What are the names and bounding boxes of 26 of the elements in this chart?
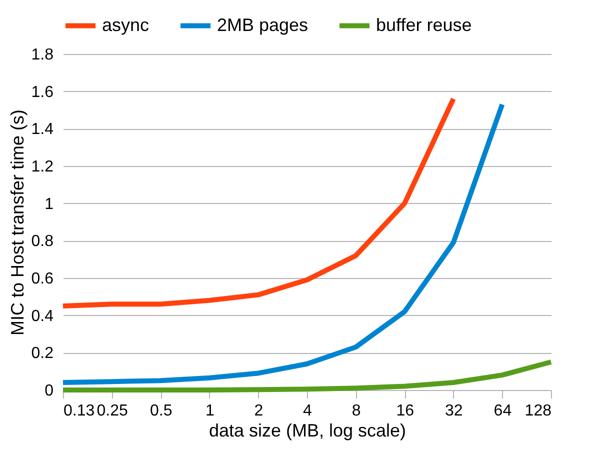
y-tick-label: 1.2 bbox=[31, 158, 54, 176]
x-axis-title: data size (MB, log scale) bbox=[208, 420, 406, 440]
x-tick-label: 0.5 bbox=[150, 402, 172, 420]
y-tick-label: 0.2 bbox=[31, 345, 54, 362]
legend-label: async bbox=[102, 14, 150, 35]
y-tick-label: 1.8 bbox=[31, 46, 54, 64]
x-tick-label: 128 bbox=[524, 402, 552, 420]
legend-label: 2MB pages bbox=[217, 14, 308, 35]
y-tick-label: 1.4 bbox=[31, 121, 54, 138]
y-tick-label: 0.4 bbox=[31, 308, 54, 325]
x-tick-label: 16 bbox=[396, 402, 414, 420]
x-tick-label: 64 bbox=[494, 402, 512, 420]
x-tick-label: 8 bbox=[352, 402, 361, 420]
y-tick-label: 0.8 bbox=[31, 233, 54, 250]
y-tick-label: 0.6 bbox=[31, 270, 54, 288]
x-tick-label: 0.25 bbox=[96, 402, 128, 420]
x-tick-label: 32 bbox=[445, 402, 463, 420]
x-tick-label: 0.13 bbox=[64, 402, 95, 420]
x-tick-label: 1 bbox=[205, 402, 214, 420]
y-tick-label: 1 bbox=[44, 196, 54, 213]
y-axis-title: MIC to Host transfer time (s) bbox=[7, 109, 28, 336]
x-tick-label: 2 bbox=[254, 402, 264, 420]
y-tick-label: 0 bbox=[44, 382, 54, 400]
x-tick-label: 4 bbox=[303, 402, 312, 420]
legend-label: buffer reuse bbox=[376, 14, 472, 35]
y-tick-label: 1.6 bbox=[31, 84, 54, 101]
